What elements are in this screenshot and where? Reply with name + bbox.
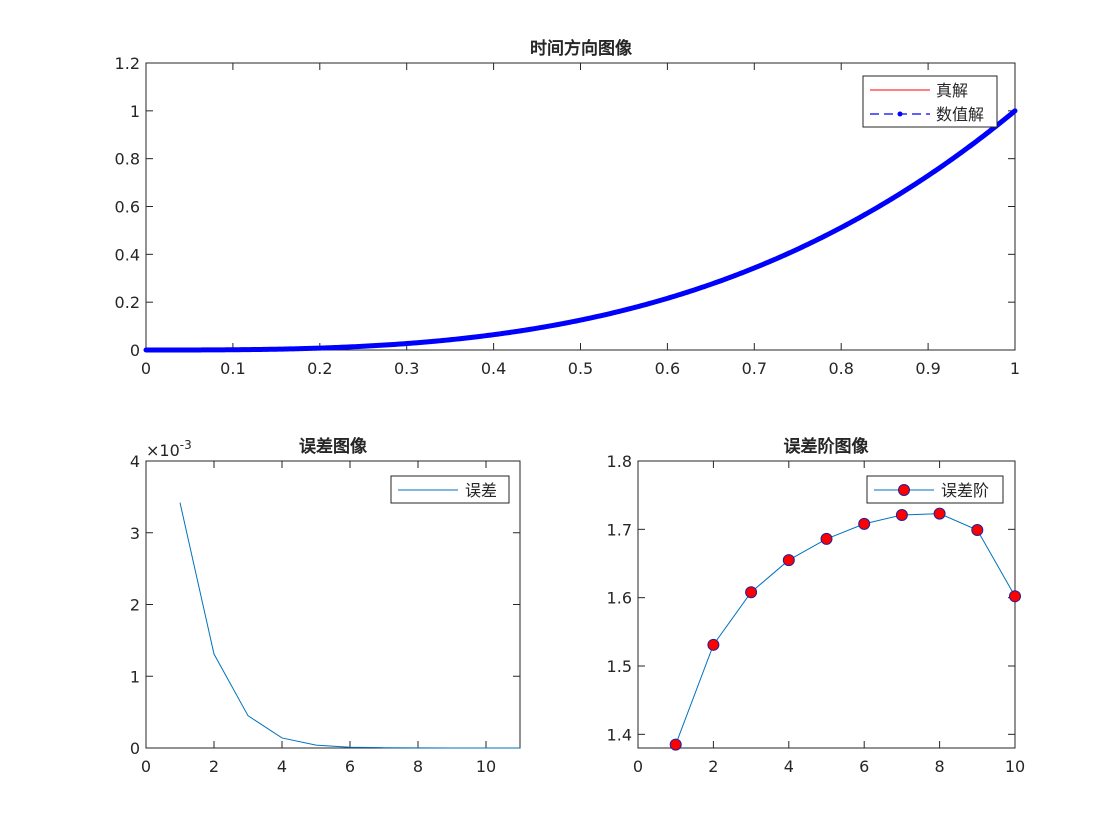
y-tick-label: 2 bbox=[130, 596, 140, 615]
legend-error-label: 误差 bbox=[465, 481, 497, 500]
legend-numeric-solution-label: 数值解 bbox=[936, 105, 984, 124]
x-tick-label: 0 bbox=[141, 359, 151, 378]
y-tick-label: 0.2 bbox=[115, 293, 140, 312]
data-point bbox=[820, 532, 833, 545]
y-tick-label: 1.2 bbox=[115, 54, 140, 73]
data-point bbox=[1009, 590, 1021, 603]
error-plot-legend: 误差 bbox=[390, 475, 510, 504]
y-tick-label: 3 bbox=[130, 524, 140, 543]
x-tick-label: 8 bbox=[413, 757, 423, 776]
x-tick-label: 4 bbox=[784, 757, 794, 776]
x-tick-label: 1 bbox=[1010, 359, 1020, 378]
error-plot-title: 误差图像 bbox=[299, 436, 368, 457]
x-tick-label: 0 bbox=[141, 757, 151, 776]
legend-true-solution-label: 真解 bbox=[936, 81, 968, 100]
series-line bbox=[675, 513, 1016, 745]
y-tick-label: 0.6 bbox=[115, 198, 140, 217]
data-point bbox=[745, 586, 758, 599]
data-point bbox=[858, 517, 871, 530]
y-tick-label: 1.8 bbox=[607, 452, 632, 471]
y-tick-label: 0 bbox=[130, 341, 140, 360]
y-tick-label: 1.7 bbox=[607, 520, 632, 539]
y-tick-label: 1 bbox=[130, 667, 140, 686]
x-tick-label: 2 bbox=[708, 757, 718, 776]
x-tick-label: 0.5 bbox=[568, 359, 593, 378]
y-tick-label: 1.4 bbox=[607, 725, 632, 744]
order-plot-series bbox=[669, 507, 1021, 751]
order-plot-legend: 误差阶 bbox=[866, 475, 1004, 504]
data-point bbox=[933, 507, 946, 520]
x-tick-label: 2 bbox=[209, 757, 219, 776]
x-tick-label: 0.8 bbox=[828, 359, 853, 378]
x-tick-label: 0 bbox=[633, 757, 643, 776]
order-plot-axes-box bbox=[637, 460, 1016, 749]
top-plot: 时间方向图像 0 0.1 0.2 0.3 0.4 0.5 0.6 0.7 0.8 0.9 1 0 0.2… bbox=[115, 38, 1021, 378]
legend-numeric-solution-marker bbox=[897, 111, 903, 117]
x-tick-label: 0.9 bbox=[915, 359, 940, 378]
legend-box bbox=[862, 75, 998, 128]
y-tick-label: 0.8 bbox=[115, 150, 140, 169]
x-tick-label: 10 bbox=[476, 757, 496, 776]
data-point bbox=[782, 554, 795, 567]
order-plot-title: 误差阶图像 bbox=[784, 436, 870, 457]
x-tick-label: 6 bbox=[345, 757, 355, 776]
x-tick-label: 0.1 bbox=[220, 359, 245, 378]
error-plot-ticks: 0 2 4 6 8 10 0 1 2 3 4 bbox=[130, 452, 520, 776]
y-tick-label: 0.4 bbox=[115, 245, 140, 264]
data-point bbox=[669, 738, 682, 751]
x-tick-label: 0.7 bbox=[742, 359, 767, 378]
series-line-numeric-solution bbox=[143, 108, 1018, 353]
series-line bbox=[179, 502, 521, 749]
order-plot: 误差阶图像 0 2 4 6 8 10 1.4 1.5 1.6 1.7 1.8 误差阶 bbox=[607, 436, 1026, 776]
y-tick-label: 1 bbox=[130, 102, 140, 121]
x-tick-label: 10 bbox=[1005, 757, 1025, 776]
top-plot-title: 时间方向图像 bbox=[530, 38, 633, 59]
order-plot-ticks: 0 2 4 6 8 10 1.4 1.5 1.6 1.7 1.8 bbox=[607, 452, 1026, 776]
x-tick-label: 8 bbox=[935, 757, 945, 776]
y-tick-label: 0 bbox=[130, 739, 140, 758]
x-tick-label: 0.2 bbox=[307, 359, 332, 378]
data-point bbox=[707, 638, 720, 651]
x-tick-label: 4 bbox=[277, 757, 287, 776]
error-plot-series bbox=[179, 502, 521, 749]
x-tick-label: 0.3 bbox=[394, 359, 419, 378]
legend-order-label: 误差阶 bbox=[941, 481, 989, 500]
data-point bbox=[895, 508, 908, 521]
x-tick-label: 0.4 bbox=[481, 359, 506, 378]
y-tick-label: 1.5 bbox=[607, 657, 632, 676]
top-plot-ticks: 0 0.1 0.2 0.3 0.4 0.5 0.6 0.7 0.8 0.9 1 0 0.2 0.4 0.6 0… bbox=[115, 54, 1021, 378]
y-tick-label: 4 bbox=[130, 452, 140, 471]
top-plot-series bbox=[143, 108, 1018, 353]
y-tick-label: 1.6 bbox=[607, 589, 632, 608]
x-tick-label: 6 bbox=[859, 757, 869, 776]
x-tick-label: 0.6 bbox=[655, 359, 680, 378]
top-plot-legend: 真解 数值解 bbox=[862, 75, 998, 128]
data-point bbox=[971, 524, 984, 537]
legend-order-marker bbox=[898, 484, 910, 496]
